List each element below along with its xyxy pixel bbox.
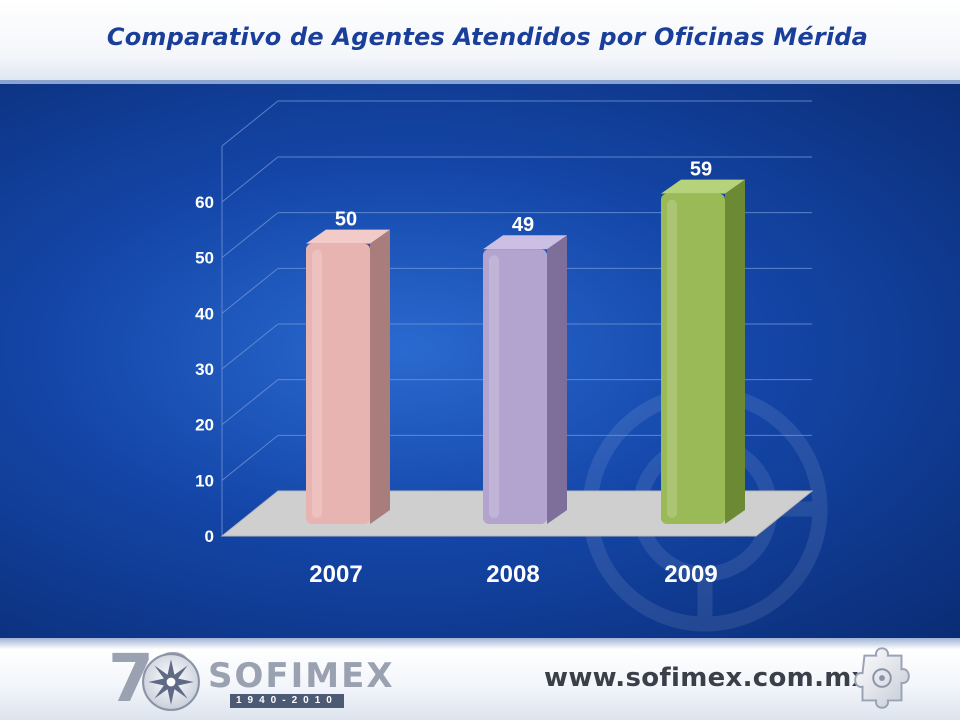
gridline-side-top	[221, 100, 279, 147]
data-label: 59	[690, 159, 712, 181]
website-link[interactable]: www.sofimex.com.mx	[544, 663, 869, 693]
data-label: 49	[512, 214, 534, 236]
logo-name: SOFIMEX	[208, 656, 395, 696]
sofimex-emblem-icon	[142, 653, 200, 711]
slide-footer: 70 SOFIMEX 1940-2010 www	[0, 638, 960, 720]
y-tick-label: 40	[195, 304, 214, 323]
bar-highlight	[489, 255, 499, 518]
bar-side	[547, 235, 567, 524]
gridline-side	[221, 323, 279, 370]
slide-header: Comparativo de Agentes Atendidos por Ofi…	[0, 0, 960, 84]
bar	[306, 243, 370, 524]
bar-top	[306, 229, 390, 244]
bar-top	[483, 235, 567, 250]
bar-highlight	[667, 199, 677, 519]
bar-top	[661, 179, 745, 194]
gridline-side	[221, 379, 279, 426]
puzzle-piece-icon	[854, 647, 910, 709]
x-category-label: 2008	[486, 561, 539, 588]
y-tick-label: 60	[195, 193, 214, 212]
bar-side	[725, 179, 745, 525]
gridline-side	[221, 156, 279, 203]
y-tick-label: 50	[195, 249, 214, 268]
gridline-side	[221, 267, 279, 314]
bar	[661, 193, 725, 525]
x-category-label: 2007	[309, 561, 362, 588]
gridline-side	[221, 434, 279, 481]
y-tick-label: 20	[195, 416, 214, 435]
gridline-side	[221, 212, 279, 259]
data-label: 50	[335, 209, 357, 231]
y-tick-label: 30	[195, 360, 214, 379]
slide-title: Comparativo de Agentes Atendidos por Ofi…	[106, 23, 869, 51]
y-tick-label: 0	[205, 527, 214, 546]
bar-side	[370, 229, 390, 524]
bar	[483, 249, 547, 524]
x-category-label: 2009	[664, 561, 717, 588]
y-tick-label: 10	[195, 471, 214, 490]
logo-years: 1940-2010	[230, 694, 344, 708]
bar-highlight	[312, 249, 322, 518]
